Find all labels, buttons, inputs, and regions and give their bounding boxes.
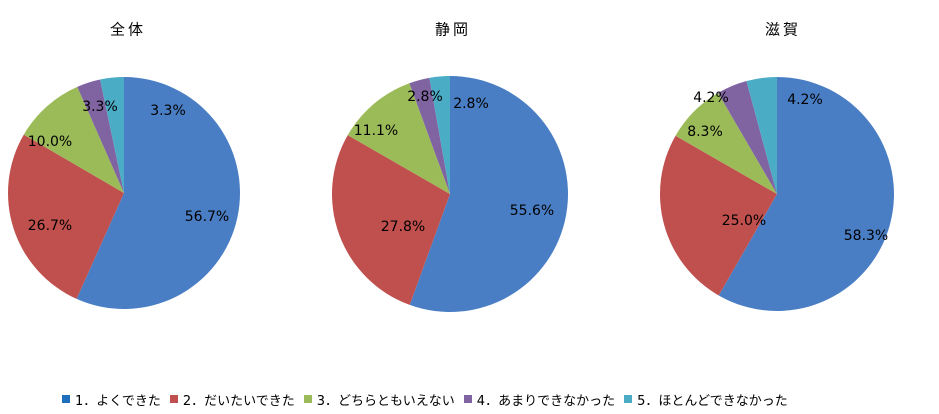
legend-item-1: 1．よくできた xyxy=(62,390,161,409)
legend-label-4: 4．あまりできなかった xyxy=(476,393,616,409)
legend-swatch-2 xyxy=(169,395,178,403)
pie-1-slice-daitai xyxy=(331,135,450,305)
legend-swatch-1 xyxy=(62,395,70,403)
legend-swatch-4 xyxy=(463,395,472,403)
chart-legend: 1．よくできた 2．だいたいできた 3．どちらともいえない 4．あまりできなかっ… xyxy=(0,389,939,409)
pie-0-data-label-4: 3.3% xyxy=(82,99,118,115)
pie-1-slice-hotondo xyxy=(429,76,450,194)
pie-2-data-label-2: 25.0% xyxy=(722,213,766,229)
pie-1-data-label-1: 55.6% xyxy=(510,203,554,219)
legend-item-3: 3．どちらともいえない xyxy=(303,390,455,409)
pie-0-slice-amari xyxy=(77,79,124,193)
pie-chart-shizuoka: 55.6% 27.8% 11.1% 2.8% 2.8% 静岡 xyxy=(331,21,568,312)
legend-swatch-3 xyxy=(303,395,312,403)
pie-chart-overall: 56.7% 26.7% 10.0% 3.3% 3.3% 全体 xyxy=(8,21,241,309)
pie-2-data-label-4: 4.2% xyxy=(693,90,729,106)
pie-2-slice-dochira xyxy=(675,92,777,194)
pie-2-slice-yoku xyxy=(718,77,895,311)
legend-swatch-5 xyxy=(624,395,633,403)
pie-2-data-label-3: 8.3% xyxy=(687,124,723,140)
pie-1-title: 静岡 xyxy=(435,21,471,39)
pie-1-data-label-2: 27.8% xyxy=(381,219,425,235)
legend-item-5: 5．ほとんどできなかった xyxy=(624,390,788,409)
pie-1-data-label-4: 2.8% xyxy=(407,89,443,105)
pie-0-data-label-2: 26.7% xyxy=(28,218,72,234)
legend-item-4: 4．あまりできなかった xyxy=(463,390,616,409)
pie-0-data-label-5: 3.3% xyxy=(150,103,186,119)
legend-label-1: 1．よくできた xyxy=(75,393,161,409)
pie-chart-shiga: 58.3% 25.0% 8.3% 4.2% 4.2% 滋賀 xyxy=(660,21,895,311)
pie-2-title: 滋賀 xyxy=(765,21,801,39)
pie-0-slice-dochira xyxy=(23,86,125,193)
pie-1-slice-dochira xyxy=(347,83,450,194)
pie-1-data-label-5: 2.8% xyxy=(453,96,489,112)
pie-0-slice-daitai xyxy=(8,134,124,299)
pie-0-title: 全体 xyxy=(110,21,146,39)
pie-0-slice-hotondo xyxy=(100,77,124,193)
pie-1-data-label-3: 11.1% xyxy=(354,123,398,139)
pie-1-slice-yoku xyxy=(409,76,568,312)
legend-label-2: 2．だいたいできた xyxy=(182,393,295,409)
pie-0-slice-yoku xyxy=(76,77,241,309)
legend-label-5: 5．ほとんどできなかった xyxy=(637,393,788,409)
legend-item-2: 2．だいたいできた xyxy=(169,390,295,409)
legend-label-3: 3．どちらともいえない xyxy=(316,393,455,409)
pie-2-data-label-5: 4.2% xyxy=(787,92,823,108)
pie-0-data-label-1: 56.7% xyxy=(185,209,229,225)
pie-2-slice-amari xyxy=(718,81,777,194)
pie-2-slice-hotondo xyxy=(746,77,777,194)
pie-0-data-label-3: 10.0% xyxy=(28,134,72,150)
pie-2-slice-daitai xyxy=(660,135,777,296)
pie-2-data-label-1: 58.3% xyxy=(844,228,888,244)
pie-1-slice-amari xyxy=(409,77,450,194)
